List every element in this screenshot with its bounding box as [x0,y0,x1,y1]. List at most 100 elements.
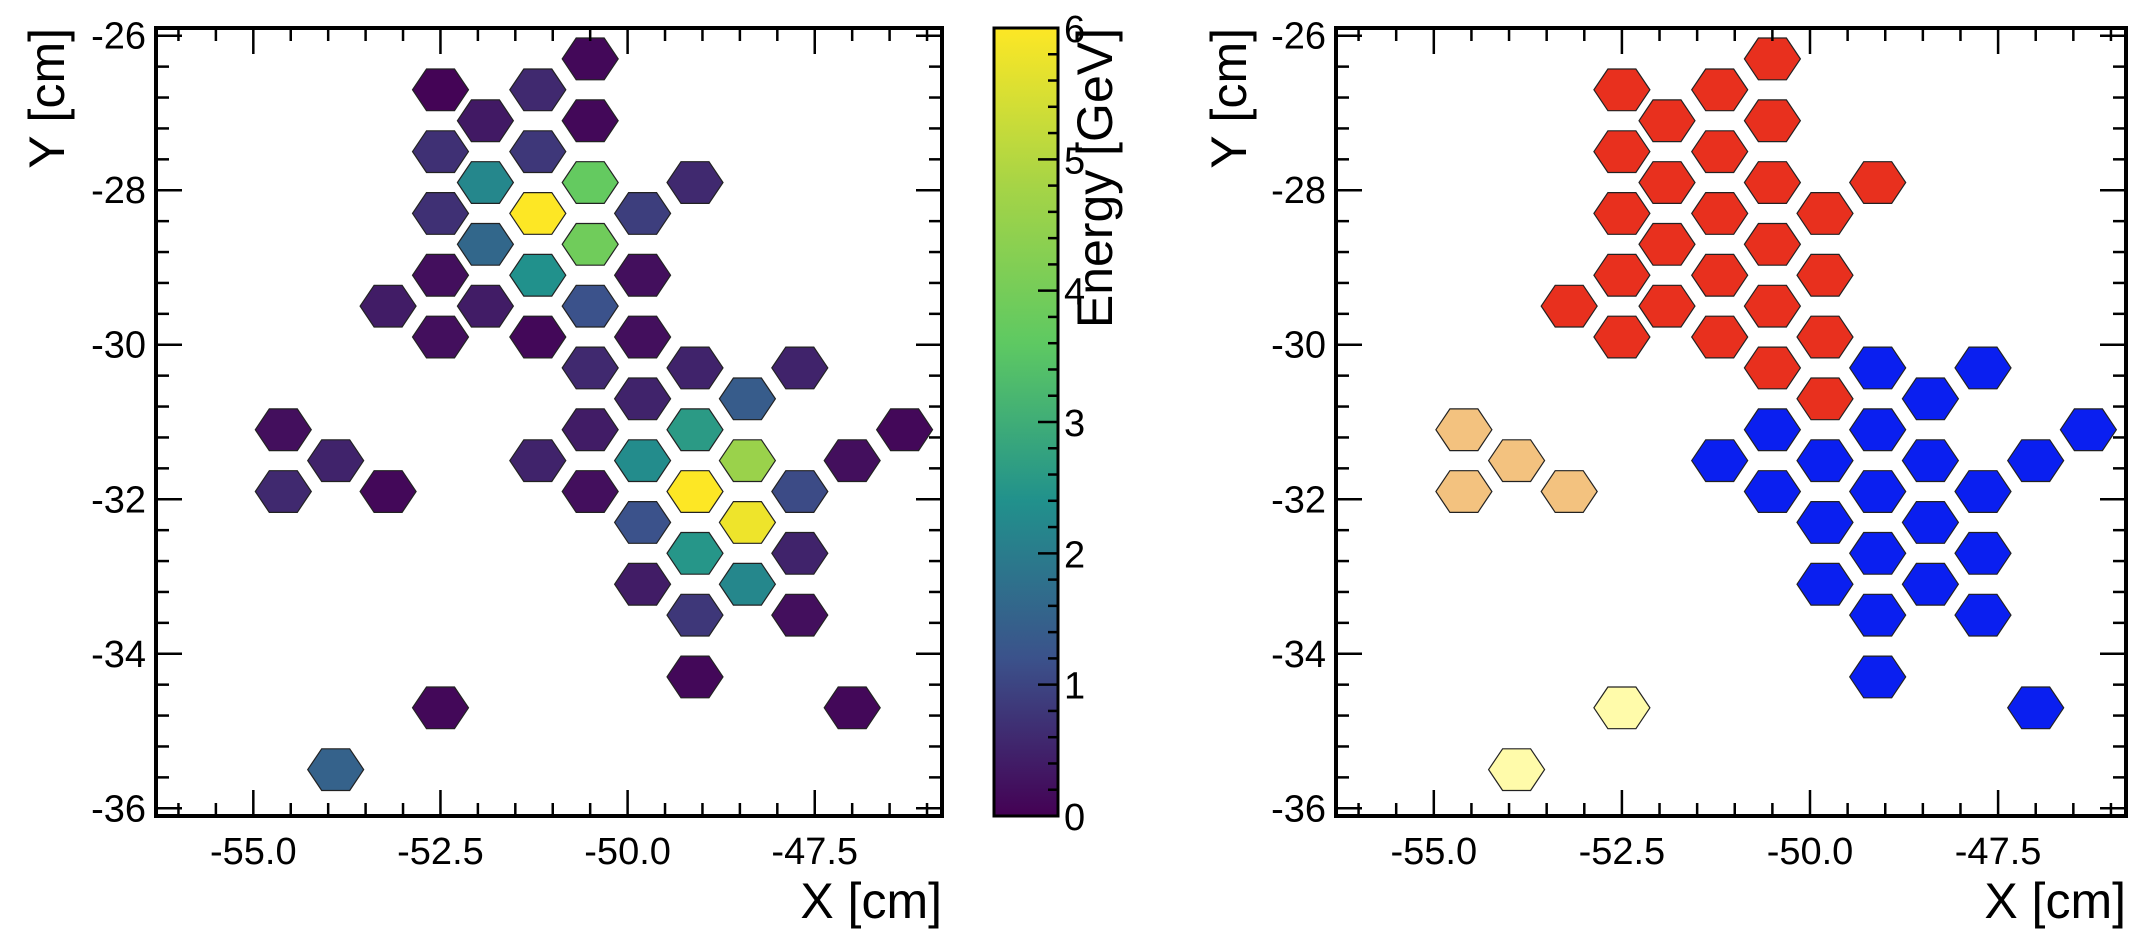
energy-map-hexagon [411,130,470,174]
colorbar-tick-label: 2 [1064,534,1085,576]
cluster-map-y-tick-label: -26 [1271,16,1326,58]
cluster-map-ticks: -55.0 -52.5 -50.0 -47.5 -26 -28 -30 -32 -34 -36 [1271,16,2126,873]
energy-map-hexagon [509,439,567,483]
energy-map-hexagon [771,346,829,390]
colorbar-title: Energy [GeV] [1067,28,1123,328]
energy-map-hexagon [359,470,417,514]
energy-map-hexagon [613,439,672,483]
energy-map-hexagon [613,377,672,421]
energy-map-hexagon [306,439,365,483]
energy-map-hexagon [666,346,724,390]
cluster-map-hexagon [1540,284,1598,328]
cluster-map-hexagon [2006,439,2065,483]
cluster-map-hexagon [1848,655,1907,699]
cluster-map-hexagon [1848,346,1907,390]
cluster-map-hexagon [1743,37,1802,81]
cluster-map-hexagon [1901,377,1960,421]
cluster-map-x-axis-title: X [cm] [1984,873,2126,929]
energy-map-hexagon [561,161,619,204]
energy-map-hexagon [561,99,619,143]
energy-map-y-axis-title: Y [cm] [19,28,75,169]
cluster-map-hexagon [1796,439,1854,483]
energy-map-hexagon [561,222,619,266]
cluster-map-y-tick-label: -32 [1271,479,1326,521]
cluster-map-hexagon [1796,192,1854,235]
cluster-map-hexagon [1690,192,1749,235]
energy-map-hexagon [823,686,881,730]
energy-map-x-tick-label: -52.5 [397,831,484,873]
energy-map-x-tick-label: -50.0 [584,831,671,873]
energy-map-hexagon [613,253,672,297]
energy-map-hexagon [718,439,777,483]
energy-map-y-tick-label: -36 [91,788,146,830]
colorbar-tick-label: 5 [1064,140,1085,182]
colorbar-tick-label: 6 [1064,9,1085,51]
cluster-map-hexagon [1848,408,1907,452]
cluster-map-hexagon [1593,192,1651,235]
cluster-map-hexagon [1796,501,1854,544]
cluster-map-hexagon [1901,501,1960,544]
cluster-map-hexagon [1954,593,2012,637]
cluster-map-hexagon [1743,161,1802,204]
cluster-map-hexagon [1435,470,1493,514]
cluster-map-x-tick-label: -55.0 [1390,831,1477,873]
cluster-map-hexagon [1796,315,1854,359]
energy-map-hexagon [666,470,724,514]
energy-map-hexagon [666,408,724,452]
cluster-map-hexagon [1901,562,1960,606]
energy-map-x-tick-label: -47.5 [771,831,858,873]
energy-map-hexagon [613,562,672,606]
cluster-map-hexagon [2006,686,2065,730]
energy-map-hexagon [613,501,672,544]
cluster-map-hexagon [1848,161,1907,204]
cluster-map-hexagon [1690,439,1749,483]
cluster-map-hexagon [1848,531,1907,575]
cluster-map-hexagon [1743,284,1802,328]
cluster-map-plot-frame [1334,26,2128,818]
cluster-map-hexagon [1638,99,1696,143]
energy-map-hexagon [823,439,881,483]
cluster-map-hexagon [1638,284,1696,328]
cluster-map-hexagon [1487,439,1546,483]
cluster-map-hexagon [1593,253,1651,297]
energy-map-hexagon [718,562,777,606]
cluster-map-hexagon [1954,531,2012,575]
energy-map-hexagon [666,655,724,699]
cluster-map-hexagon [1796,377,1854,421]
energy-map-hexagon [411,192,470,235]
energy-map-x-axis-title: X [cm] [800,873,942,929]
energy-map-hexagon [666,161,724,204]
energy-map-hexagon [509,315,567,359]
cluster-map-hexagon [1690,315,1749,359]
cluster-map-x-tick-label: -47.5 [1955,831,2042,873]
energy-map-hexagon [561,37,619,81]
colorbar-tick-label: 4 [1064,272,1085,314]
energy-map-hexagon [561,346,619,390]
energy-map-y-tick-label: -34 [91,634,146,676]
cluster-map-hexagon [1743,408,1802,452]
cluster-map-hexagon [1743,346,1802,390]
energy-map-hexagon [771,470,829,514]
energy-map-hexagon [456,284,515,328]
colorbar-tick-label: 0 [1064,797,1085,839]
cluster-map-hexagon [1690,253,1749,297]
cluster-map-hexagon [1593,315,1651,359]
cluster-map-x-tick-label: -50.0 [1767,831,1854,873]
energy-map-hexagons [254,37,934,792]
energy-map-hexagon [509,192,567,235]
cluster-map-y-tick-label: -34 [1271,634,1326,676]
energy-map-y-tick-label: -28 [91,170,146,212]
cluster-map-hexagon [1743,222,1802,266]
energy-map-hexagon [411,68,470,112]
colorbar-tick-label: 1 [1064,666,1085,708]
cluster-map-hexagon [1954,470,2012,514]
cluster-map-hexagons [1435,37,2118,792]
energy-map-hexagon [718,501,777,544]
cluster-map-hexagon [1593,68,1651,112]
cluster-map-hexagon [1593,130,1651,174]
energy-map-hexagon [509,68,567,112]
cluster-map-y-axis-title: Y [cm] [1201,28,1257,169]
cluster-map-hexagon [1435,408,1493,452]
energy-map-x-tick-label: -55.0 [210,831,297,873]
energy-map-panel: -55.0 -52.5 -50.0 -47.5 -26 -28 -30 -32 -34 -36 X… [19,16,944,929]
